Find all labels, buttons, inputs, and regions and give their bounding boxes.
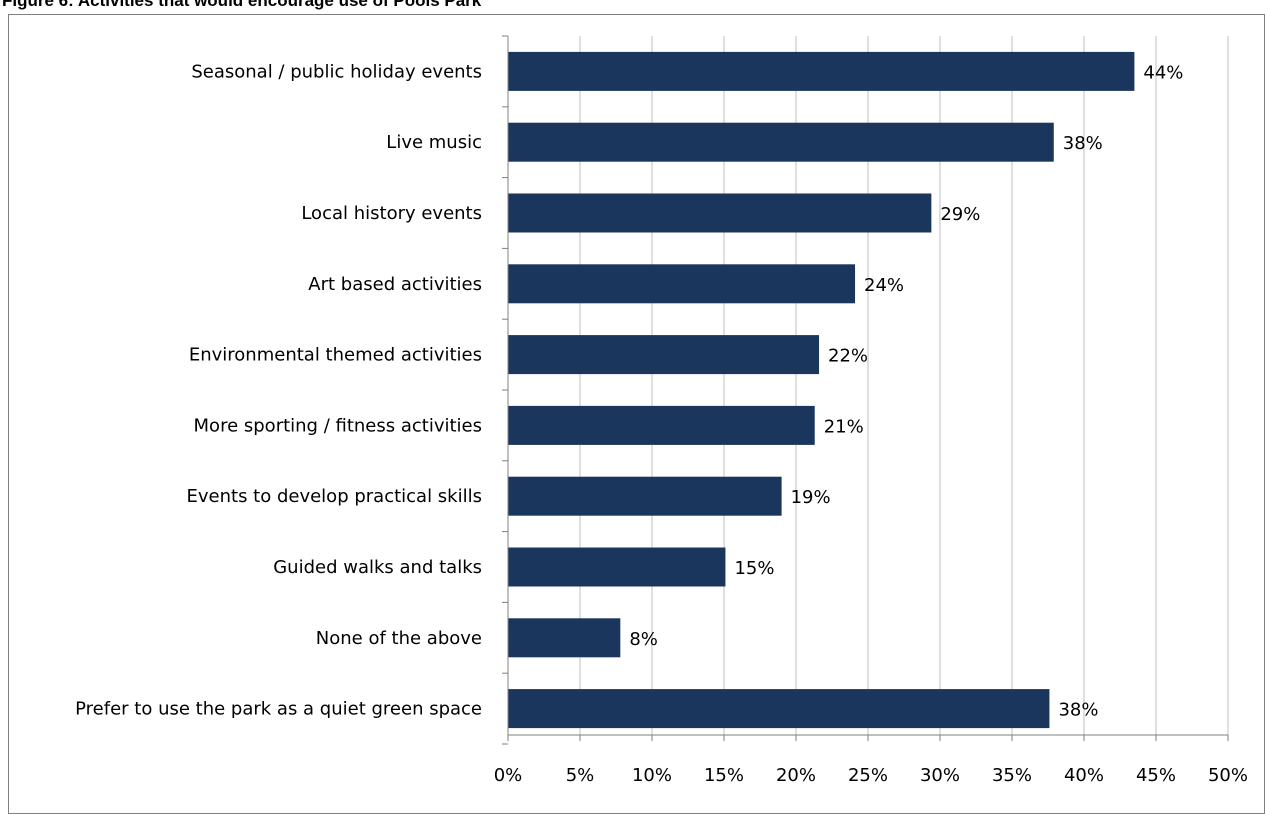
category-label: Seasonal / public holiday events	[191, 61, 482, 82]
category-label: Art based activities	[308, 274, 482, 295]
category-label: Guided walks and talks	[273, 557, 482, 578]
bar-chart: Seasonal / public holiday events 44% Live …	[75, 35, 1248, 786]
x-tick-label: 20%	[776, 765, 816, 786]
category-label: None of the above	[316, 628, 482, 649]
data-label: 24%	[864, 275, 904, 296]
data-label: 15%	[734, 558, 774, 579]
x-tick-label: 5%	[566, 765, 595, 786]
data-label: 8%	[629, 629, 658, 650]
data-label: 21%	[824, 416, 864, 437]
category-label: Events to develop practical skills	[187, 486, 483, 507]
category-label: Prefer to use the park as a quiet green …	[75, 699, 482, 720]
bar	[508, 335, 820, 375]
x-tick-label: 45%	[1136, 765, 1176, 786]
bar	[508, 193, 932, 233]
chart-title: Figure 6: Activities that would encourag…	[2, 0, 482, 10]
x-tick-label: 10%	[632, 765, 672, 786]
x-tick-label: 25%	[848, 765, 888, 786]
x-tick-label: 40%	[1064, 765, 1104, 786]
category-label: Local history events	[301, 203, 482, 224]
bar	[508, 689, 1050, 729]
category-label: More sporting / fitness activities	[194, 415, 482, 436]
x-tick-label: 30%	[920, 765, 960, 786]
bar	[508, 122, 1054, 162]
category-label: Environmental themed activities	[189, 345, 482, 366]
data-label: 22%	[828, 346, 868, 367]
bar	[508, 264, 856, 304]
bar	[508, 547, 726, 587]
bar	[508, 618, 621, 658]
data-label: 19%	[791, 487, 831, 508]
data-label: 44%	[1143, 62, 1183, 83]
bar	[508, 476, 782, 516]
x-tick-label: 15%	[704, 765, 744, 786]
x-tick-label: 50%	[1208, 765, 1248, 786]
x-tick-label: 0%	[494, 765, 523, 786]
x-tick-label: 35%	[992, 765, 1032, 786]
bar	[508, 405, 815, 445]
bar	[508, 51, 1135, 91]
data-label: 38%	[1063, 133, 1103, 154]
data-label: 29%	[940, 204, 980, 225]
category-label: Live music	[386, 132, 482, 153]
data-label: 38%	[1058, 700, 1098, 721]
